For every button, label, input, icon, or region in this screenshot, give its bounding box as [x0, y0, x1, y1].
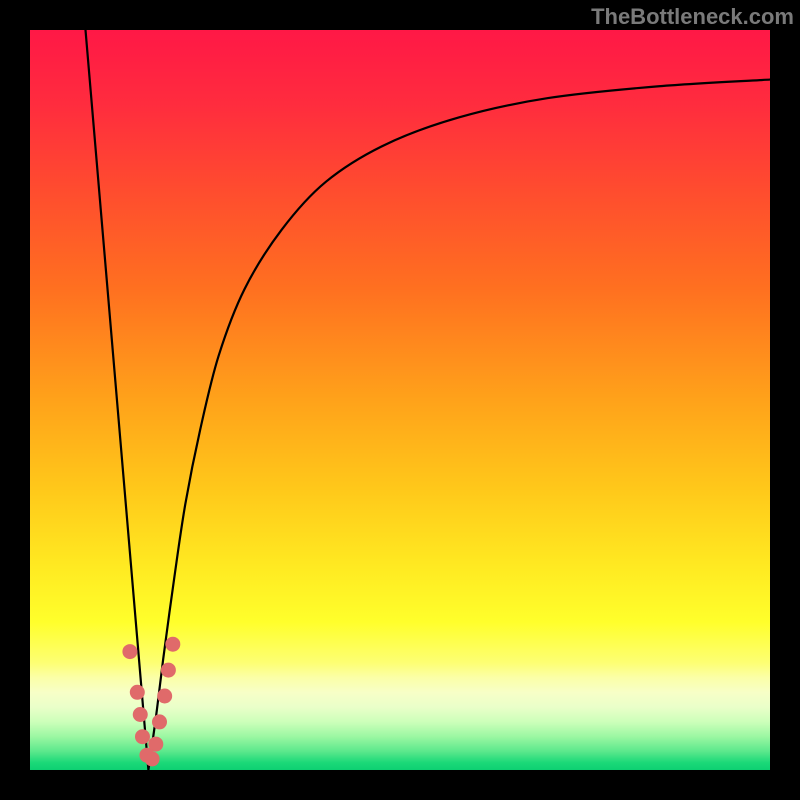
data-dot: [149, 737, 163, 751]
data-dot: [145, 752, 159, 766]
data-dot: [166, 637, 180, 651]
data-dot: [135, 730, 149, 744]
data-dot: [123, 645, 137, 659]
gradient-bg: [30, 30, 770, 770]
plot-svg: [0, 0, 800, 800]
watermark-text: TheBottleneck.com: [591, 4, 794, 30]
data-dot: [130, 685, 144, 699]
data-dot: [153, 715, 167, 729]
data-dot: [161, 663, 175, 677]
data-dot: [158, 689, 172, 703]
data-dot: [133, 708, 147, 722]
chart-container: TheBottleneck.com: [0, 0, 800, 800]
